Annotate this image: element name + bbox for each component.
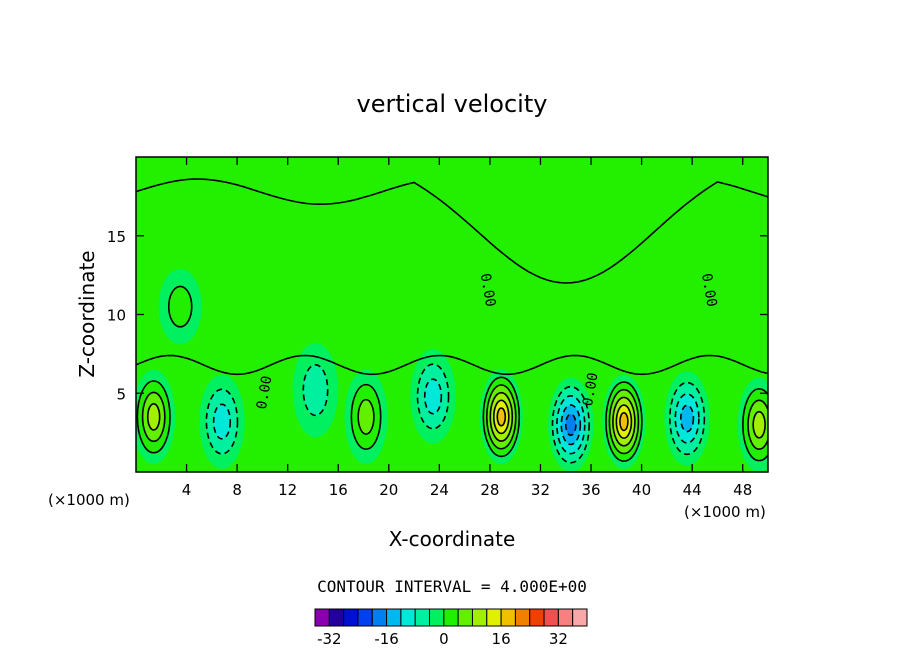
colorbar-swatch-17 <box>557 608 574 627</box>
contour-line-7-4 <box>615 404 633 439</box>
colorbar-swatch-11 <box>471 608 488 627</box>
contour-line-5-1 <box>482 376 521 458</box>
x-unit-label-right: (×1000 m) <box>684 503 766 521</box>
colorbar-swatch-3 <box>357 608 373 627</box>
chart-title: vertical velocity <box>357 90 548 118</box>
colorbar-tick-label-3: 16 <box>492 630 511 648</box>
colorbar-swatch-7 <box>414 608 431 627</box>
x-tick-label-10: 44 <box>683 481 702 499</box>
contour-fill-7-5 <box>619 412 628 431</box>
contour-line-5-3 <box>489 391 514 442</box>
colorbar-swatch-8 <box>429 608 445 627</box>
contour-line-6-1 <box>551 385 590 464</box>
contour-line-5-5 <box>496 407 507 427</box>
contour-line-2-1 <box>302 364 329 417</box>
colorbar-tick-label-4: 32 <box>549 630 568 648</box>
contour-line-8-1 <box>669 381 706 456</box>
contour-line-8-3 <box>679 404 695 433</box>
y-tick-label-0: 5 <box>116 385 126 403</box>
contour-fill-0-3 <box>147 403 160 430</box>
contour-fill-2-1 <box>303 364 328 416</box>
x-tick-label-11: 48 <box>733 481 752 499</box>
contour-line-6-2 <box>556 395 586 455</box>
colorbar-swatch-1 <box>328 608 345 627</box>
y-tick-label-2: 15 <box>107 228 126 246</box>
contour-fill-6-4 <box>565 414 576 436</box>
contour-label-0: 0.00 <box>254 375 276 411</box>
contour-line-6-4 <box>564 413 577 437</box>
contour-label-3: 0.00 <box>698 272 720 308</box>
contour-line-7-1 <box>605 381 643 462</box>
x-tick-label-3: 16 <box>329 481 348 499</box>
colorbar-swatch-10 <box>457 608 473 627</box>
contour-line-9-3 <box>752 410 766 439</box>
colorbar-swatch-16 <box>543 608 559 627</box>
x-tick-label-7: 32 <box>531 481 550 499</box>
contour-fill-10-1 <box>168 286 192 327</box>
contour-line-4-2 <box>423 378 443 415</box>
colorbar-tick-label-0: -32 <box>317 630 342 648</box>
colorbar-swatch-4 <box>371 608 388 627</box>
x-tick-label-4: 20 <box>379 481 398 499</box>
contour-line-8-2 <box>674 393 700 444</box>
contour-line-0-2 <box>141 391 166 443</box>
contour-line-1-2 <box>212 403 232 440</box>
contour-fill-3-2 <box>358 399 374 435</box>
colorbar-swatch-9 <box>443 608 459 627</box>
colorbar-swatch-2 <box>343 608 359 627</box>
x-tick-label-1: 8 <box>232 481 242 499</box>
x-axis-title: X-coordinate <box>389 527 516 551</box>
zero-contour-line <box>136 178 768 284</box>
contour-line-0-1 <box>136 380 171 454</box>
x-tick-label-2: 12 <box>278 481 297 499</box>
x-tick-label-6: 28 <box>480 481 499 499</box>
contour-line-1-1 <box>205 388 239 455</box>
contour-line-6-3 <box>560 404 582 446</box>
x-tick-label-5: 24 <box>430 481 449 499</box>
zero-contour-line-low <box>136 354 768 376</box>
contour-line-9-2 <box>747 399 768 451</box>
contour-line-7-2 <box>608 388 640 455</box>
contour-line-5-2 <box>485 384 517 450</box>
colorbar-swatch-14 <box>514 608 531 627</box>
plot-area <box>136 157 768 472</box>
colorbar-swatch-15 <box>529 608 545 627</box>
x-tick-label-8: 36 <box>581 481 600 499</box>
contour-label-1: 0.00 <box>477 272 499 308</box>
contour-line-3-1 <box>350 383 382 450</box>
y-tick-label-1: 10 <box>107 307 126 325</box>
colorbar-tick-label-2: 0 <box>439 630 449 648</box>
y-axis-title: Z-coordinate <box>75 250 99 377</box>
contour-line-3-2 <box>357 398 375 435</box>
colorbar-swatch-18 <box>572 608 588 627</box>
contour-interval-text: CONTOUR INTERVAL = 4.000E+00 <box>317 577 587 596</box>
colorbar-swatch-13 <box>500 608 516 627</box>
colorbar-swatch-0 <box>314 608 330 627</box>
contour-line-9-1 <box>742 388 768 462</box>
contour-fill-9-3 <box>753 411 766 438</box>
x-tick-label-0: 4 <box>182 481 192 499</box>
contour-line-0-3 <box>146 402 161 431</box>
contour-fill-1-2 <box>213 404 231 439</box>
contour-fill-8-3 <box>680 405 694 432</box>
colorbar <box>314 608 588 627</box>
contour-line-7-3 <box>612 396 636 447</box>
colorbar-swatch-12 <box>486 608 502 627</box>
colorbar-swatch-6 <box>400 608 416 627</box>
contour-fill-4-2 <box>424 379 442 414</box>
contour-line-10-1 <box>167 285 193 328</box>
contour-label-2: 0.00 <box>580 371 602 407</box>
contour-line-5-4 <box>492 399 510 435</box>
colorbar-swatch-5 <box>386 608 402 627</box>
x-tick-label-9: 40 <box>632 481 651 499</box>
contour-fill-5-5 <box>497 408 506 426</box>
colorbar-tick-label-1: -16 <box>374 630 399 648</box>
x-unit-label: (×1000 m) <box>48 491 130 509</box>
contour-line-4-1 <box>416 363 450 430</box>
contour-line-7-5 <box>619 411 629 432</box>
